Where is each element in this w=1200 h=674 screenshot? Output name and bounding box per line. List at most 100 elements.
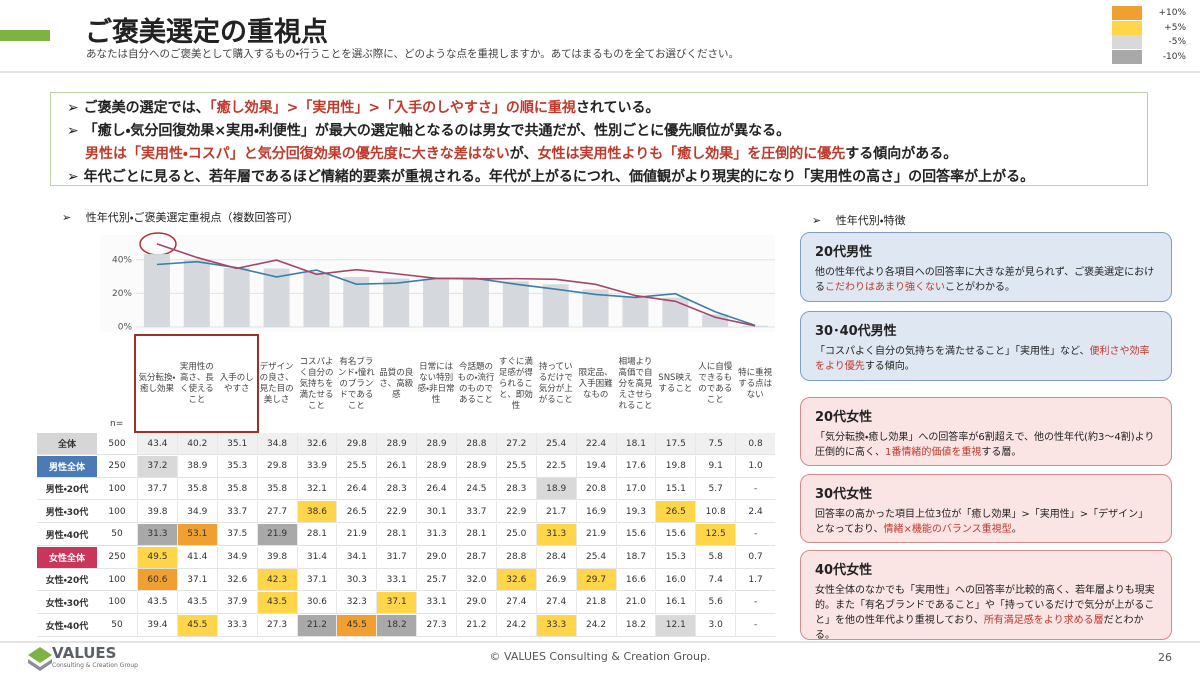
table-cell: 33.1 — [376, 569, 417, 592]
bar — [423, 278, 450, 327]
table-cell: 21.9 — [336, 523, 377, 546]
table-cell: 28.1 — [296, 523, 337, 546]
text: 。 — [1011, 524, 1022, 535]
row-label: 男性全体 — [37, 455, 97, 478]
table-cell: 29.7 — [575, 569, 616, 592]
table-cell: 27.2 — [495, 433, 536, 455]
legend-label: -5% — [1168, 37, 1186, 47]
legend-item: +10% — [1112, 6, 1190, 20]
page-title: ご褒美選定の重視点 — [85, 17, 328, 48]
column-header: 有名ブランド・憧れのブランドであること — [337, 356, 375, 411]
text: 「気分転換・癒し効果」への回答率が6割超えで、他の性年代(約3～4割)より圧倒的… — [815, 432, 1155, 458]
table-cell: 25.4 — [575, 546, 616, 569]
table-cell: 25.4 — [535, 433, 576, 455]
table-cell: 18.2 — [376, 614, 417, 637]
text: 他の性年代より各項目への回答率に大きな差が見られず、ご褒美選定における — [815, 267, 1155, 293]
table-cell: - — [735, 614, 775, 637]
table-cell: 33.9 — [296, 455, 337, 478]
card-body: 他の性年代より各項目への回答率に大きな差が見られず、ご褒美選定におけるこだわりは… — [815, 265, 1157, 295]
column-header: 限定品、入手困難なもの — [578, 367, 613, 400]
table-cell: 15.3 — [655, 546, 696, 569]
table-cell: 15.6 — [615, 523, 656, 546]
row-n: 50 — [97, 615, 137, 637]
bar — [343, 276, 370, 327]
table-cell: 28.9 — [376, 433, 417, 455]
table-cell: 28.8 — [456, 433, 496, 455]
table-cell: 27.3 — [416, 614, 456, 637]
table-cell: 33.3 — [216, 614, 257, 637]
table-cell: 37.5 — [216, 523, 257, 546]
table-cell: 1.7 — [735, 569, 775, 592]
table-cell: 32.6 — [216, 569, 257, 592]
table-cell: 38.6 — [296, 501, 337, 524]
table-cell: 33.7 — [456, 501, 496, 524]
table-cell: 25.7 — [416, 569, 456, 592]
table-cell: 21.2 — [296, 614, 337, 637]
table-cell: 60.6 — [137, 569, 177, 592]
chart-section-label: 性年代別・ご褒美選定重視点（複数回答可） — [62, 209, 299, 225]
table-cell: 31.4 — [296, 546, 337, 569]
table-cell: 16.6 — [615, 569, 656, 592]
table-cell: 45.5 — [336, 614, 377, 637]
table-cell: 7.4 — [695, 569, 736, 592]
table-cell: 29.0 — [416, 546, 456, 569]
table-cell: 26.5 — [655, 501, 696, 524]
table-cell: 27.4 — [495, 591, 536, 614]
table-cell: 21.2 — [456, 614, 496, 637]
table-cell: 39.8 — [256, 546, 297, 569]
table-cell: 49.5 — [137, 546, 177, 569]
table-cell: 25.0 — [495, 523, 536, 546]
table-cell: 0.7 — [735, 546, 775, 569]
column-header: 品質の良さ、高級感 — [379, 367, 414, 400]
summary-line: 「癒し・気分回復効果×実用・利便性」が最大の選定軸となるのは男女で共通だが、性別… — [67, 120, 1147, 143]
legend-swatch — [1112, 20, 1142, 35]
table-cell: 39.8 — [137, 501, 177, 524]
table-cell: 32.0 — [456, 569, 496, 592]
row-n: 100 — [97, 569, 137, 592]
table-cell: 26.4 — [336, 478, 377, 501]
table-cell: 19.3 — [615, 501, 656, 524]
card-title: 20代女性 — [815, 410, 873, 425]
table-cell: 16.1 — [655, 591, 696, 614]
row-n: 500 — [97, 433, 137, 455]
card-body: 「気分転換・癒し効果」への回答率が6割超えで、他の性年代(約3～4割)より圧倒的… — [815, 430, 1157, 460]
column-header: 入手のしやすさ — [219, 373, 254, 394]
table-cell: 32.1 — [296, 478, 337, 501]
highlight-text: 便利さや効率をより優先 — [815, 346, 1150, 372]
legend-swatch — [1112, 6, 1142, 20]
profile-card: 20代男性 他の性年代より各項目への回答率に大きな差が見られず、ご褒美選定における… — [800, 232, 1172, 302]
table-cell: 26.4 — [416, 478, 456, 501]
table-cell: 37.1 — [376, 591, 417, 614]
table-cell: 22.9 — [376, 501, 417, 524]
legend-label: +10% — [1158, 8, 1186, 18]
annotation-box — [134, 334, 259, 433]
table-cell: 25.5 — [336, 455, 377, 478]
row-n: 50 — [97, 524, 137, 546]
table-cell: 16.0 — [655, 569, 696, 592]
accent-bar — [0, 30, 50, 41]
table-cell: 28.7 — [456, 546, 496, 569]
table-cell: 31.3 — [535, 523, 576, 546]
row-n: 250 — [97, 547, 137, 569]
table-cell: 28.4 — [535, 546, 576, 569]
bar — [383, 278, 410, 327]
table-cell: 17.0 — [615, 478, 656, 501]
table-cell: 43.5 — [137, 591, 177, 614]
table-cell: 37.9 — [216, 591, 257, 614]
table-cell: 21.7 — [535, 501, 576, 524]
table-cell: 34.9 — [216, 546, 257, 569]
logo-mark — [28, 647, 52, 671]
table-cell: - — [735, 591, 775, 614]
table-cell: 28.9 — [456, 455, 496, 478]
row-n: 250 — [97, 456, 137, 478]
row-label: 男性・20代 — [37, 478, 97, 501]
table-cell: 29.8 — [336, 433, 377, 455]
column-header: コスパよく自分の気持ちを満たせること — [299, 356, 334, 411]
text: が、 — [509, 146, 538, 162]
table-cell: 33.7 — [216, 501, 257, 524]
legend-item: -5% — [1112, 35, 1190, 49]
table-cell: 18.7 — [615, 546, 656, 569]
column-header: 気分転換・癒し効果 — [138, 373, 176, 394]
highlight-text: 情緒×機能のバランス重視型 — [883, 524, 1012, 535]
